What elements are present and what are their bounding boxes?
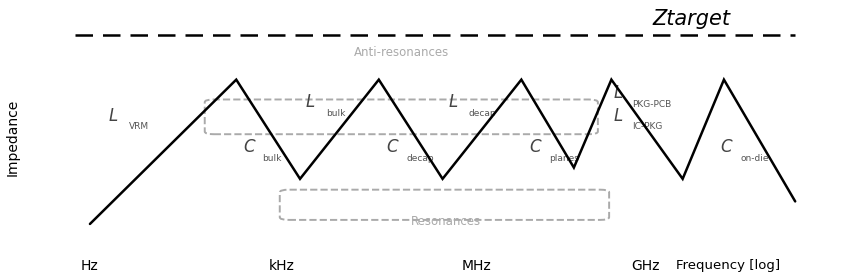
Text: C: C (244, 138, 255, 156)
Text: VRM: VRM (129, 122, 149, 131)
Text: C: C (529, 138, 540, 156)
Text: C: C (386, 138, 398, 156)
Text: bulk: bulk (326, 109, 346, 118)
Text: MHz: MHz (461, 258, 491, 273)
Text: Anti-resonances: Anti-resonances (354, 46, 449, 59)
Text: L: L (448, 93, 458, 111)
Text: L: L (109, 107, 118, 125)
Text: IC-PKG: IC-PKG (631, 122, 662, 131)
Text: Resonances: Resonances (411, 215, 481, 228)
Text: L: L (614, 84, 623, 102)
Text: bulk: bulk (262, 154, 282, 163)
Text: decap: decap (469, 109, 497, 118)
Text: decap: decap (406, 154, 434, 163)
Text: kHz: kHz (268, 258, 294, 273)
Text: Ztarget: Ztarget (652, 9, 731, 29)
Text: C: C (720, 138, 732, 156)
Text: PKG-PCB: PKG-PCB (631, 100, 671, 109)
Text: planes: planes (549, 154, 579, 163)
Text: L: L (614, 107, 623, 125)
Text: on-die: on-die (740, 154, 769, 163)
Text: Frequency [log]: Frequency [log] (676, 258, 781, 271)
Text: GHz: GHz (631, 258, 659, 273)
Text: Hz: Hz (81, 258, 99, 273)
Text: Impedance: Impedance (6, 99, 19, 176)
Text: L: L (306, 93, 315, 111)
